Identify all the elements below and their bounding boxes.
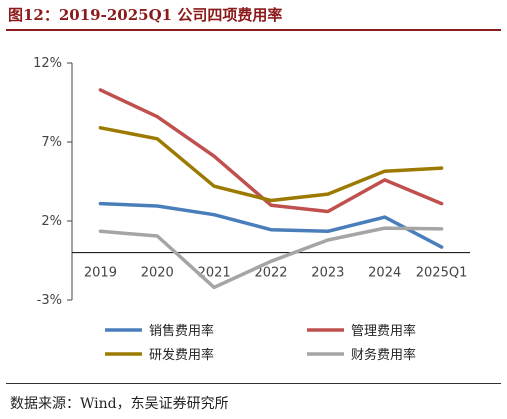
x-tick-label: 2020 xyxy=(141,266,174,281)
series-line xyxy=(98,126,444,203)
series-line xyxy=(98,88,444,214)
legend-label: 研发费用率 xyxy=(149,347,214,363)
y-tick-label: -3% xyxy=(37,293,62,308)
legend-label: 财务费用率 xyxy=(351,347,416,363)
y-tick-label: 7% xyxy=(41,135,62,150)
figure-title: 图12：2019-2025Q1 公司四项费用率 xyxy=(8,6,283,24)
x-tick-label: 2021 xyxy=(198,266,231,281)
x-tick-label: 2024 xyxy=(368,266,401,281)
source-divider xyxy=(6,383,501,384)
legend-label: 管理费用率 xyxy=(351,323,416,339)
series-line xyxy=(98,201,444,249)
y-tick-label: 12% xyxy=(33,56,62,71)
series-line xyxy=(98,226,444,290)
x-tick-label: 2019 xyxy=(84,266,117,281)
x-tick-label: 2022 xyxy=(254,266,287,281)
title-divider xyxy=(6,29,501,31)
series-lines xyxy=(98,88,444,290)
x-axis: 2019 2020 2021 2022 2023 2024 2025Q1 xyxy=(72,252,470,281)
x-tick-label: 2025Q1 xyxy=(416,266,468,281)
legend-label: 销售费用率 xyxy=(149,323,214,339)
y-axis: -3% 2% 7% 12% xyxy=(33,56,73,308)
source-note: 数据来源：Wind，东吴证券研究所 xyxy=(10,396,229,412)
x-tick-label: 2023 xyxy=(311,266,344,281)
y-tick-label: 2% xyxy=(41,214,62,229)
